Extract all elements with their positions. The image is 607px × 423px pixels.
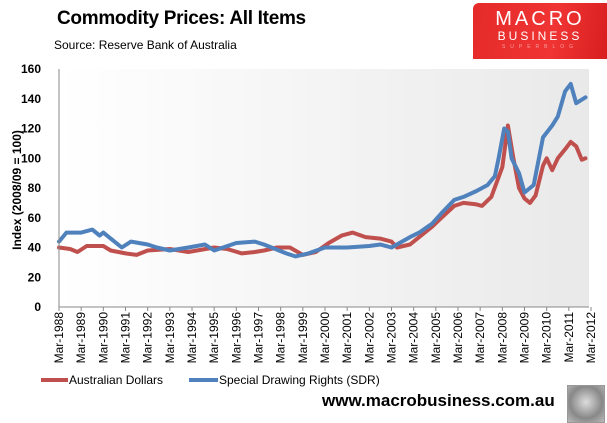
x-tick-label: Mar-1993 [163,312,177,364]
y-tick-label: 120 [21,122,41,136]
y-tick-label: 60 [28,211,42,225]
legend: Australian Dollars Special Drawing Right… [41,373,380,387]
y-tick-label: 80 [28,181,42,195]
series-line-sdr [57,81,588,259]
y-tick-label: 0 [34,300,41,314]
logo-line-3: SUPERBLOG [501,44,579,50]
y-axis-label: Index (2008/09 = 100) [10,130,24,250]
x-tick-label: Mar-2004 [407,312,421,364]
x-tick-label: Mar-2000 [318,312,332,364]
x-tick-label: Mar-2010 [540,312,554,364]
x-tick-label: Mar-1997 [252,312,266,364]
x-tick-label: Mar-1996 [229,312,243,364]
legend-label-aud: Australian Dollars [69,373,163,387]
x-tick-label: Mar-2009 [518,312,532,364]
x-tick-label: Mar-1992 [141,312,155,364]
plot-area [59,69,589,307]
x-tick-label: Mar-1999 [296,312,310,364]
y-tick-label: 140 [21,92,41,106]
x-tick-label: Mar-1989 [74,312,88,364]
x-tick-label: Mar-2012 [584,312,598,364]
x-tick-label: Mar-1998 [274,312,288,364]
y-tick-label: 100 [21,151,41,165]
x-tick-label: Mar-2007 [473,312,487,364]
chart-title: Commodity Prices: All Items [57,8,306,29]
x-tick-label: Mar-1991 [119,312,133,364]
y-tick-label: 160 [21,62,41,76]
x-tick-label: Mar-2005 [429,312,443,364]
x-tick-label: Mar-2011 [562,312,576,363]
x-tick-label: Mar-2003 [385,312,399,364]
macrobusiness-logo: MACRO BUSINESS SUPERBLOG [473,3,607,59]
y-tick-label: 40 [28,241,42,255]
x-tick-label: Mar-2006 [451,312,465,364]
legend-label-sdr: Special Drawing Rights (SDR) [219,373,380,387]
site-url: www.macrobusiness.com.au [322,391,555,410]
x-tick-label: Mar-1994 [185,312,199,364]
x-tick-label: Mar-2001 [340,312,354,364]
x-tick-label: Mar-2008 [495,312,509,364]
x-tick-label: Mar-1990 [96,312,110,364]
logo-line-2: BUSINESS [497,29,583,43]
chart-source: Source: Reserve Bank of Australia [54,38,237,52]
logo-line-1: MACRO [495,8,585,30]
x-tick-label: Mar-1988 [52,312,66,364]
x-tick-label: Mar-2002 [362,312,376,364]
wolf-mascot-image [567,385,605,423]
x-tick-label: Mar-1995 [207,312,221,364]
y-tick-label: 20 [28,270,42,284]
